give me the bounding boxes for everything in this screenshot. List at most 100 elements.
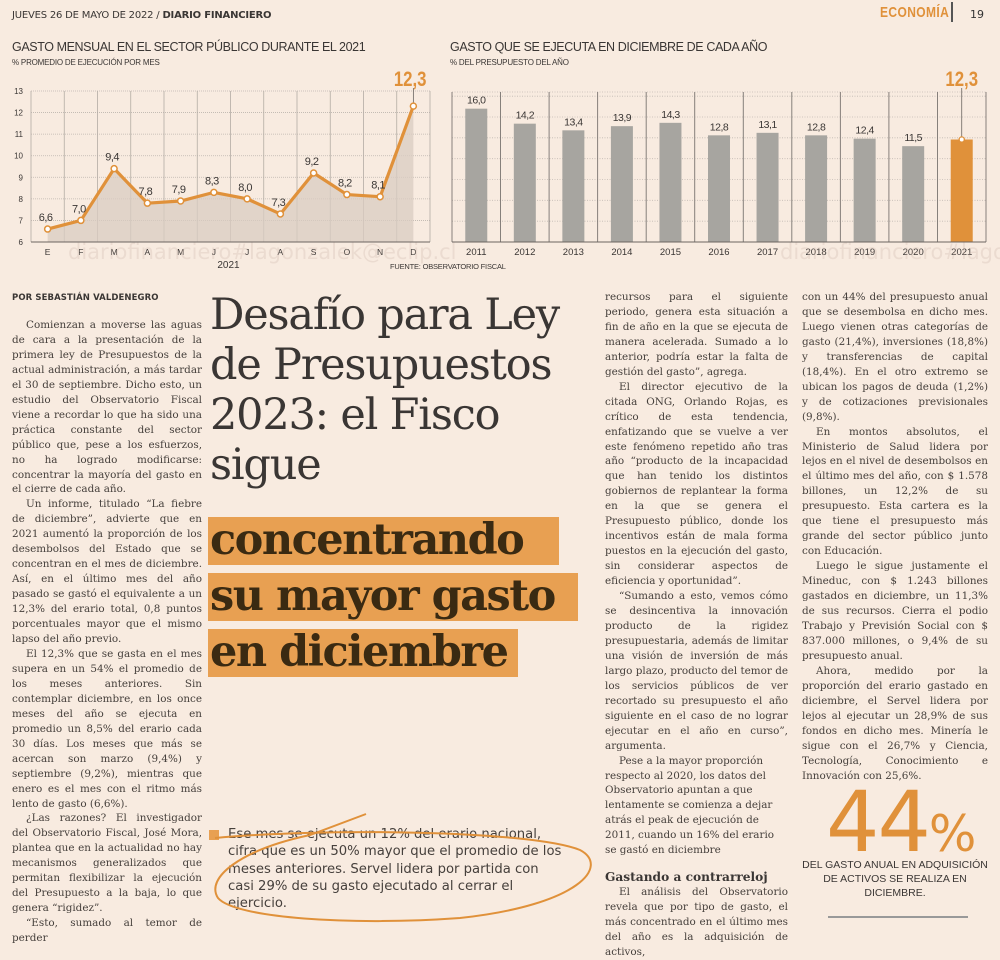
- y-tick-label: 9: [19, 173, 24, 182]
- data-point: [77, 216, 85, 225]
- paragraph: Luego le sigue justamente el Mineduc, co…: [802, 560, 988, 662]
- stat-figure: 44%: [826, 780, 976, 876]
- y-tick-label: 10: [14, 152, 23, 161]
- highlight-bar: [208, 573, 578, 621]
- data-point: [210, 188, 218, 197]
- watermark: diariofinanciero#lagonzalek@eclip.cl: [68, 240, 457, 264]
- x-tick-label: 2014: [611, 247, 632, 258]
- bar-highlight: [950, 139, 973, 242]
- x-tick-label: 2018: [806, 247, 827, 258]
- bar-chart-subtitle: % DEL PRESUPUESTO DEL AÑO: [450, 58, 569, 67]
- bar: [465, 108, 488, 242]
- bar: [513, 123, 536, 242]
- bar: [805, 135, 828, 242]
- data-label: 13,1: [758, 119, 777, 131]
- data-point: [276, 210, 285, 218]
- data-point: [176, 197, 185, 205]
- monthly-spending-line-chart: 6 7 8 9 10 11 12 13 6,6 E 7,0 F 9,4 M 7,8 A 7,9 M 8,3 J 8,0 J…: [14, 70, 431, 270]
- bar: [756, 132, 779, 242]
- x-tick-label: A: [278, 247, 284, 257]
- bar: [708, 135, 730, 242]
- data-label: 7,0: [72, 203, 86, 215]
- x-tick-label: 2013: [563, 247, 584, 258]
- section-label: ECONOMÍA: [880, 4, 950, 21]
- area-fill: [47, 106, 414, 242]
- paragraph: Un informe, titulado “La fiebre de dicie…: [12, 498, 202, 646]
- paragraph: Pese a la mayor proporción respecto al 2…: [605, 754, 775, 857]
- data-point: [376, 192, 384, 201]
- date-text: JUEVES 26 DE MAYO DE 2022 /: [12, 10, 163, 21]
- x-tick-label: 2019: [854, 247, 875, 258]
- data-point: [958, 136, 965, 143]
- data-label: 6,6: [39, 212, 53, 224]
- data-label: 7,9: [172, 184, 186, 196]
- x-tick-label: M: [111, 247, 118, 257]
- paragraph: El análisis del Observatorio revela que …: [605, 886, 788, 958]
- data-label-highlight: 12,3: [945, 68, 978, 91]
- data-point: [309, 169, 318, 177]
- watermark: diariofinanciero#lago: [780, 240, 1000, 264]
- paragraph: Comienzan a moverse las aguas de cara a …: [12, 319, 202, 496]
- x-tick-label: E: [45, 247, 51, 257]
- stat-caption: DEL GASTO ANUAL EN ADQUISICIÓN DE ACTIVO…: [802, 859, 988, 899]
- paragraph: Ahora, medido por la proporción del erar…: [802, 664, 988, 782]
- x-tick-label: N: [377, 247, 383, 257]
- x-tick-label: F: [78, 247, 83, 257]
- y-tick-label: 13: [14, 87, 23, 96]
- bar: [562, 130, 585, 242]
- data-point: [343, 190, 351, 199]
- subheading: Gastando a contrarreloj: [605, 870, 768, 885]
- y-tick-label: 8: [19, 195, 24, 204]
- data-label: 14,2: [516, 110, 535, 122]
- bar: [659, 122, 682, 242]
- data-label: 12,8: [807, 121, 826, 133]
- line-chart-subtitle: % PROMEDIO DE EJECUCIÓN POR MES: [12, 58, 160, 67]
- x-tick-label: S: [311, 247, 317, 257]
- bar-chart-title: GASTO QUE SE EJECUTA EN DICIEMBRE DE CAD…: [450, 40, 768, 54]
- bar: [610, 126, 633, 242]
- pull-quote: Ese mes se ejecuta un 12% del erario nac…: [228, 827, 562, 912]
- paragraph: con un 44% del presupuesto anual que se …: [802, 291, 988, 423]
- paragraph: En montos absolutos, el Ministerio de Sa…: [802, 425, 988, 558]
- data-label: 8,0: [238, 182, 252, 194]
- pull-quote-bullet: [209, 830, 219, 840]
- highlight-bar: [208, 517, 559, 565]
- data-point: [43, 225, 52, 233]
- y-tick-label: 12: [14, 109, 23, 118]
- series-line: [47, 105, 415, 231]
- paragraph: “Esto, sumado al temor de perder: [12, 917, 202, 945]
- data-label: 14,3: [661, 109, 680, 121]
- headline-bold-line: en diciembre: [210, 627, 509, 677]
- data-label: 7,8: [138, 186, 152, 198]
- paragraph: El director ejecutivo de la citada ONG, …: [605, 380, 788, 588]
- paragraph: ¿Las razones? El investigador del Observ…: [12, 812, 202, 915]
- data-point: [243, 195, 251, 203]
- x-tick-label: A: [145, 247, 151, 257]
- x-axis-label: 2021: [217, 260, 240, 270]
- data-label: 9,4: [105, 152, 119, 164]
- x-tick-label: D: [410, 247, 416, 257]
- masthead-date: JUEVES 26 DE MAYO DE 2022 / DIARIO FINAN…: [12, 10, 272, 21]
- data-point: [110, 164, 118, 173]
- stat-rule: [828, 916, 968, 918]
- paragraph: recursos para el siguiente periodo, gene…: [605, 291, 788, 378]
- x-tick-label: 2020: [903, 247, 924, 258]
- x-tick-label: 2012: [514, 247, 535, 258]
- highlight-bar: [208, 629, 518, 677]
- paragraph: “Sumando a esto, vemos cómo se desincent…: [605, 590, 788, 752]
- december-spending-bar-chart: 16,0 2011 14,2 2012 13,4 2013 13,9 2014 14,3 2015…: [451, 68, 987, 258]
- data-label: 8,3: [205, 175, 219, 187]
- x-tick-label: O: [344, 247, 351, 257]
- stat-number: 44: [826, 773, 931, 871]
- data-label: 9,2: [305, 156, 319, 168]
- data-label: 12,4: [855, 125, 874, 137]
- headline-bold-line: concentrando: [210, 515, 525, 565]
- x-tick-label: 2017: [757, 247, 778, 258]
- publication-name: DIARIO FINANCIERO: [162, 10, 272, 21]
- data-label: 8,1: [371, 180, 385, 192]
- headline: Desafío para Ley de Presupuestos 2023: e…: [210, 290, 560, 490]
- data-point: [409, 102, 418, 110]
- source-note: FUENTE: OBSERVATORIO FISCAL: [390, 262, 506, 271]
- x-tick-label: 2015: [660, 247, 681, 258]
- paragraph: El 12,3% que se gasta en el mes supera e…: [12, 647, 202, 810]
